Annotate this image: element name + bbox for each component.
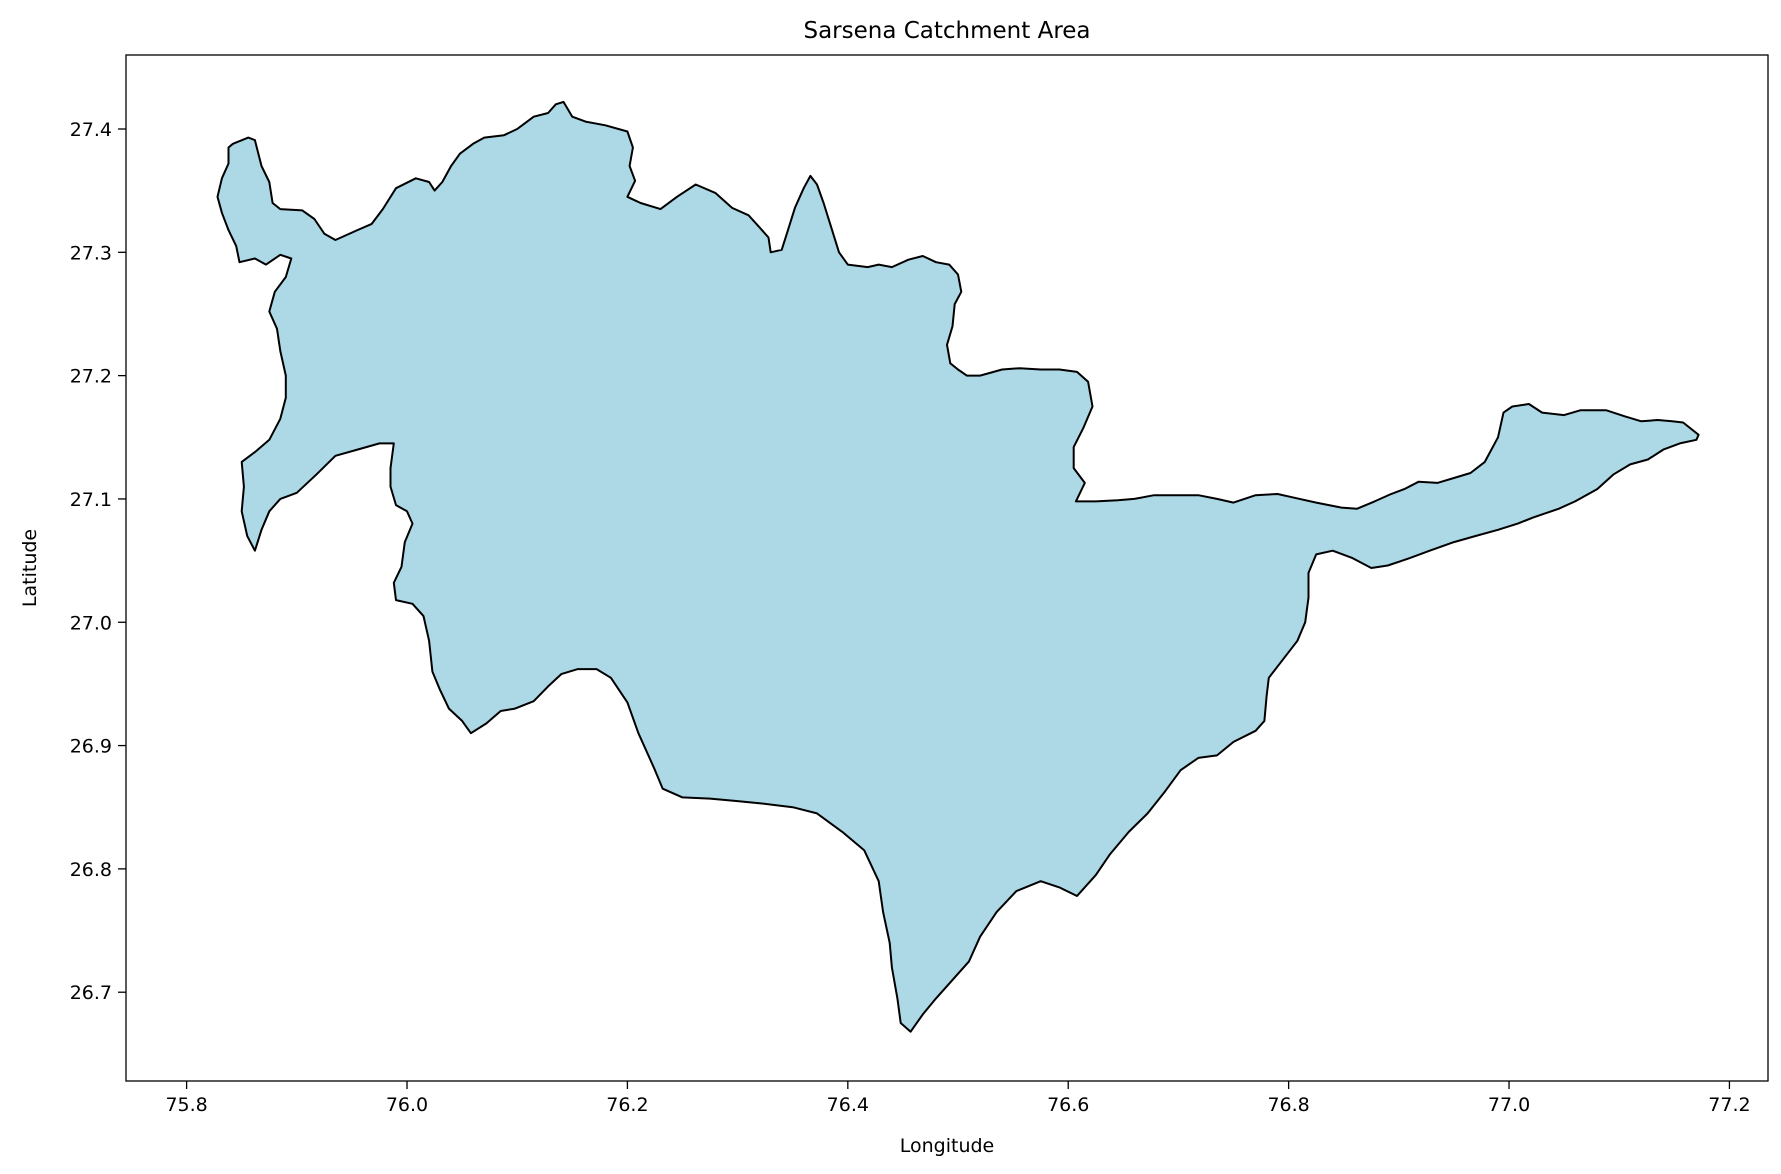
y-tick-label: 26.8: [70, 859, 112, 881]
x-tick-label: 76.8: [1267, 1094, 1309, 1116]
y-tick-label: 26.7: [70, 982, 112, 1004]
x-tick-label: 77.0: [1488, 1094, 1530, 1116]
x-axis-ticks: 75.8 76.0 76.2 76.4 76.6 76.8 77.0 77.2: [165, 1081, 1751, 1116]
y-tick-label: 27.2: [70, 366, 112, 388]
x-tick-label: 76.4: [827, 1094, 869, 1116]
y-axis-label: Latitude: [19, 529, 41, 607]
y-tick-label: 26.9: [70, 736, 112, 758]
x-tick-label: 77.2: [1708, 1094, 1750, 1116]
x-tick-label: 75.8: [165, 1094, 207, 1116]
y-tick-label: 27.4: [70, 119, 112, 141]
y-tick-label: 27.3: [70, 242, 112, 264]
y-tick-label: 27.0: [70, 612, 112, 634]
x-tick-label: 76.6: [1047, 1094, 1089, 1116]
map-title: Sarsena Catchment Area: [803, 18, 1090, 44]
y-axis-ticks: 26.7 26.8 26.9 27.0 27.1 27.2 27.3 27.4: [70, 119, 126, 1004]
x-tick-label: 76.0: [386, 1094, 428, 1116]
plot-frame: [125, 54, 1769, 1082]
x-axis-label: Longitude: [900, 1135, 995, 1157]
catchment-area-polygon: [216, 100, 1700, 1033]
x-tick-label: 76.2: [606, 1094, 648, 1116]
y-tick-label: 27.1: [70, 489, 112, 511]
